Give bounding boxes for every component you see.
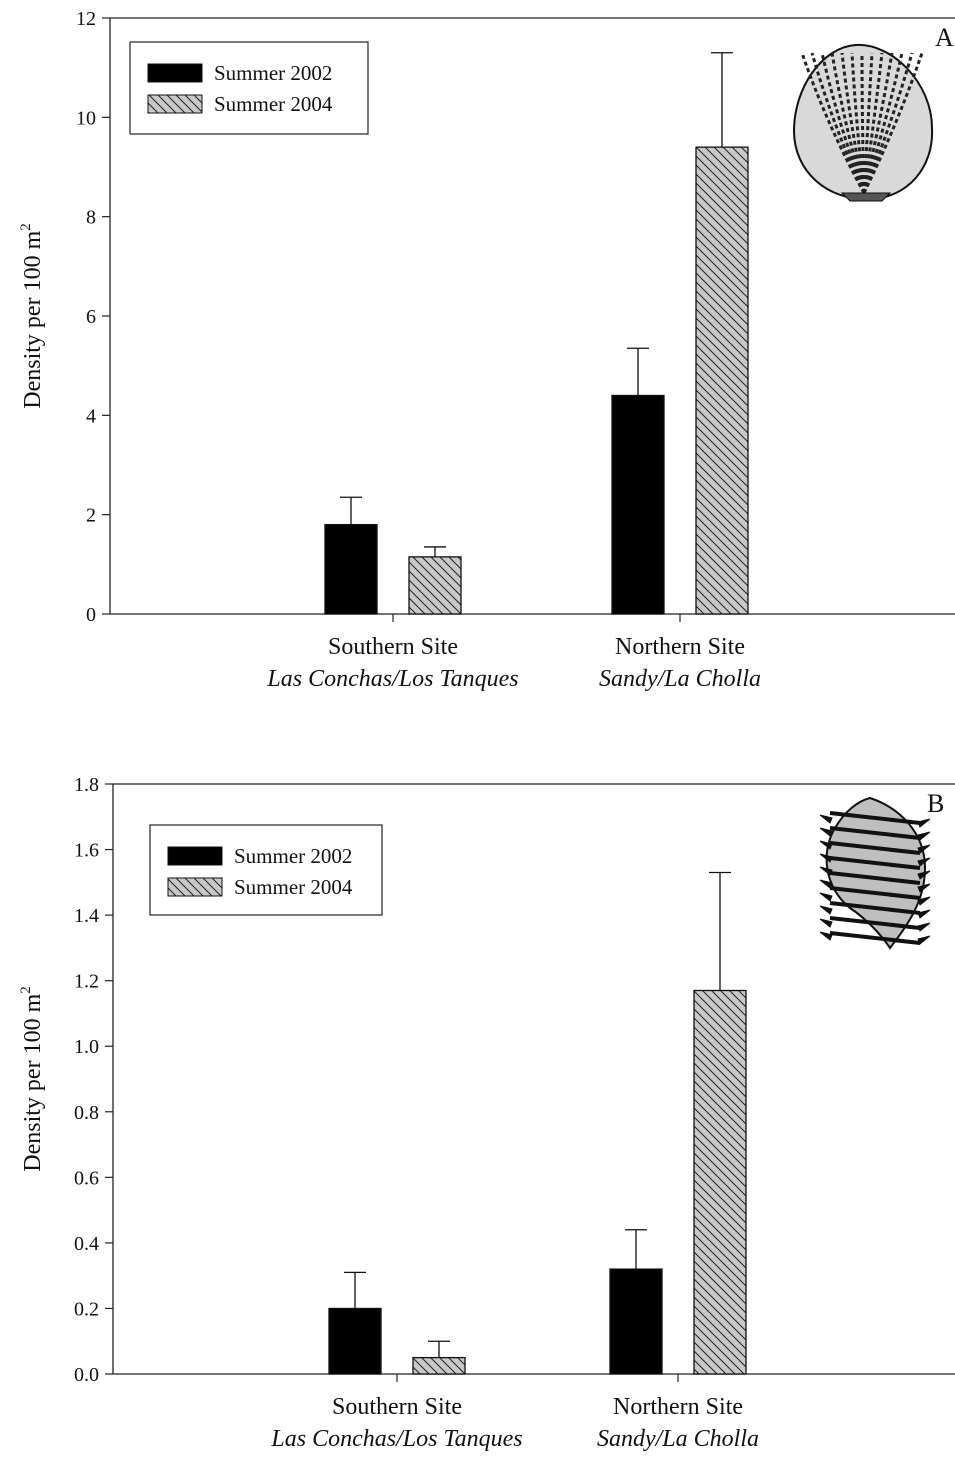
bar-2002 [611,394,665,615]
shell-band [829,931,921,945]
category-label: Northern Site [615,634,745,660]
shell-band [829,871,921,885]
shell-band [829,886,921,900]
y-tick-label: 10 [76,107,96,129]
legend-swatch [147,94,203,114]
shell-spine [819,827,931,841]
shell-spine [819,879,931,893]
y-tick-label: 12 [76,8,96,30]
legend-swatch [167,846,223,866]
category-label: Northern Site [613,1394,743,1420]
y-tick-label: 8 [86,207,96,229]
y-tick-label: 1.8 [74,774,99,796]
bar-2002 [324,523,378,615]
y-tick-label: 1.0 [74,1036,99,1058]
shell-spine [819,905,931,919]
y-tick-label: 6 [86,306,96,328]
category-sublabel: Las Conchas/Los Tanques [266,666,518,692]
shell-spine [819,853,931,867]
y-tick-label: 1.6 [74,840,99,862]
y-tick-label: 1.2 [74,971,99,993]
bar-2004 [693,989,747,1375]
chart-panels: 0 2 4 6 8 10 12 Density per 100 m2 Southern Site… [18,8,955,1452]
legend-swatch [147,63,203,83]
bar-2002 [609,1268,663,1375]
shell-band [829,811,921,825]
shell-band [829,856,921,870]
y-tick-label: 0.6 [74,1167,99,1189]
shell-band [829,826,921,840]
shell-spine [819,892,931,906]
shell-rib [862,52,924,194]
y-axis-label: Density per 100 m2 [18,223,46,408]
legend-swatch [167,877,223,897]
category-sublabel: Las Conchas/Los Tanques [270,1426,522,1452]
y-tick-label: 2 [86,505,96,527]
category-label: Southern Site [332,1394,462,1420]
legend-box [129,41,369,135]
y-tick-label: 0 [86,604,96,626]
shell-spine [819,840,931,854]
y-axis-label: Density per 100 m2 [18,986,46,1171]
panel-label: B [927,789,944,818]
legend-label: Summer 2004 [234,875,353,899]
y-tick-label: 0.4 [74,1233,99,1255]
legend-box [149,824,383,916]
shell-hinge [840,192,892,202]
bar-2002 [328,1307,382,1375]
y-tick-label: 0.0 [74,1364,99,1386]
bar-2004 [408,556,462,615]
y-tick-label: 0.2 [74,1298,99,1320]
shell-rib [800,52,866,194]
y-tick-label: 4 [86,405,96,427]
shell-spine [819,918,931,932]
shell-band [829,841,921,855]
y-tick-label: 1.4 [74,905,99,927]
category-sublabel: Sandy/La Cholla [599,666,761,692]
category-label: Southern Site [328,634,458,660]
murex-snail-shell-icon [819,796,931,950]
legend-label: Summer 2002 [214,61,332,85]
shell-spine [819,931,931,945]
category-sublabel: Sandy/La Cholla [597,1426,759,1452]
shell-spine [819,814,931,828]
bar-2004 [412,1356,466,1375]
shell-spine [819,866,931,880]
bar-2004 [695,146,749,615]
shell-band [829,916,921,930]
chart-panel-b: 0.0 0.2 0.4 0.6 0.8 1.0 1.2 1.4 1.6 1.8 Density pe… [18,774,955,1452]
scallop-shell-icon [792,43,934,202]
legend-label: Summer 2004 [214,92,333,116]
y-tick-label: 0.8 [74,1102,99,1124]
legend-label: Summer 2002 [234,844,352,868]
panel-label: A [935,23,954,52]
shell-band [829,901,921,915]
chart-panel-a: 0 2 4 6 8 10 12 Density per 100 m2 Southern Site… [18,8,955,692]
